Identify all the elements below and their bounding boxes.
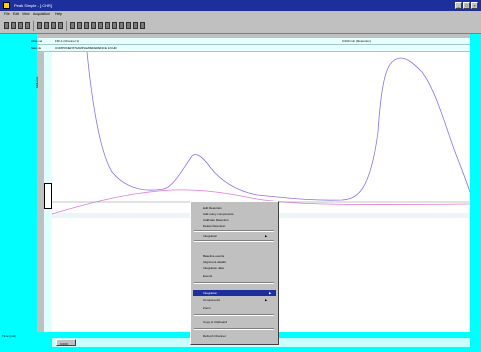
menu-acquisition[interactable]: Acquisition (33, 12, 50, 16)
context-menu: Edit Retention Add many components Calib… (190, 201, 279, 345)
menu-item-integration-1[interactable]: Integration (203, 234, 218, 238)
menu-separator (194, 230, 274, 232)
toolbar (0, 18, 481, 34)
pointer-icon[interactable] (37, 22, 42, 29)
submenu-arrow-icon: ▶ (269, 291, 272, 295)
sample-value[interactable]: COMPONENT/SAMPLE/REFERENCE 1/CHR (55, 46, 117, 50)
title-bar[interactable]: Peak Simple - [.CHR] _ □ × (0, 0, 481, 11)
tool-3-icon[interactable] (84, 22, 89, 29)
menu-item-copy-clipboard[interactable]: Copy to Clipboard (203, 320, 228, 324)
axis-scale-control[interactable] (44, 183, 52, 209)
menu-separator (194, 282, 274, 284)
menu-item-events[interactable]: Events (203, 274, 213, 278)
tool-10-icon[interactable] (133, 22, 138, 29)
window-title: Peak Simple - [.CHR] (14, 3, 53, 8)
scale-icon[interactable] (51, 22, 56, 29)
cursor-icon[interactable] (58, 22, 63, 29)
open-folder-icon[interactable] (11, 22, 16, 29)
sample-row: Sample COMPONENT/SAMPLE/REFERENCE 1/CHR (31, 45, 470, 52)
menu-separator (194, 314, 274, 316)
sample-label: Sample (31, 46, 42, 50)
tool-2-icon[interactable] (77, 22, 82, 29)
workspace-right-panel (470, 34, 481, 352)
menu-item-alignment-details[interactable]: Alignment details (203, 260, 226, 264)
retention-value[interactable]: 0.000 min (Retention) (342, 39, 371, 43)
tool-5-icon[interactable] (98, 22, 103, 29)
menu-item-delete-retention[interactable]: Delete Retention (203, 224, 226, 228)
tool-1-icon[interactable] (70, 22, 75, 29)
baseline-trace (52, 189, 470, 215)
zoom-icon[interactable] (44, 22, 49, 29)
menu-item-refresh-channel[interactable]: Refresh Channel (203, 334, 226, 338)
menu-separator (194, 328, 274, 330)
menu-edit[interactable]: Edit (13, 12, 20, 16)
tool-4-icon[interactable] (91, 22, 96, 29)
channel-row: Channel FID-1 (Channel 1) 0.000 min (Ret… (31, 38, 470, 45)
tool-8-icon[interactable] (119, 22, 124, 29)
peak-icon[interactable] (140, 22, 145, 29)
app-icon[interactable] (3, 2, 10, 9)
submenu-arrow-icon: ▶ (265, 298, 268, 302)
new-file-icon[interactable] (4, 22, 9, 29)
menu-item-add-components[interactable]: Add many components (203, 212, 234, 216)
menu-file[interactable]: File (4, 12, 10, 16)
menu-view[interactable]: View (22, 12, 30, 16)
menu-bar: File Edit View Acquisition Help (0, 11, 481, 18)
channel-label: Channel (31, 39, 43, 43)
maximize-button[interactable]: □ (463, 2, 470, 9)
submenu-arrow-icon: ▶ (265, 234, 268, 238)
workspace-left-panel (0, 34, 37, 352)
minimize-button[interactable]: _ (455, 2, 462, 9)
print-icon[interactable] (25, 22, 30, 29)
menu-item-edit-retention[interactable]: Edit Retention (203, 206, 222, 210)
save-icon[interactable] (18, 22, 23, 29)
toolbar-separator (66, 21, 67, 31)
menu-item-integration-2[interactable]: Integration (203, 291, 218, 295)
menu-item-calibrate-retention[interactable]: Calibrate Retention (203, 218, 229, 222)
tool-9-icon[interactable] (126, 22, 131, 29)
menu-separator (194, 240, 274, 242)
menu-item-integration-data[interactable]: Integration data (203, 266, 224, 270)
context-menu-highlight[interactable] (193, 290, 276, 296)
tool-7-icon[interactable] (112, 22, 117, 29)
toolbar-separator (33, 21, 34, 31)
menu-help[interactable]: Help (55, 12, 63, 16)
scrollbar-thumb[interactable] (56, 339, 76, 346)
menu-item-components[interactable]: Components (203, 298, 221, 302)
menu-item-zoom[interactable]: Zoom (203, 306, 211, 310)
chromatogram-trace (86, 52, 470, 201)
time-readout: 0.000 (60, 342, 68, 346)
x-axis-title: Time (min) (2, 334, 17, 338)
menu-item-baseline-events[interactable]: Baseline events (203, 254, 225, 258)
close-button[interactable]: × (471, 2, 478, 9)
channel-value[interactable]: FID-1 (Channel 1) (55, 39, 80, 43)
y-axis-title: Millivolts (35, 76, 39, 88)
tool-6-icon[interactable] (105, 22, 110, 29)
